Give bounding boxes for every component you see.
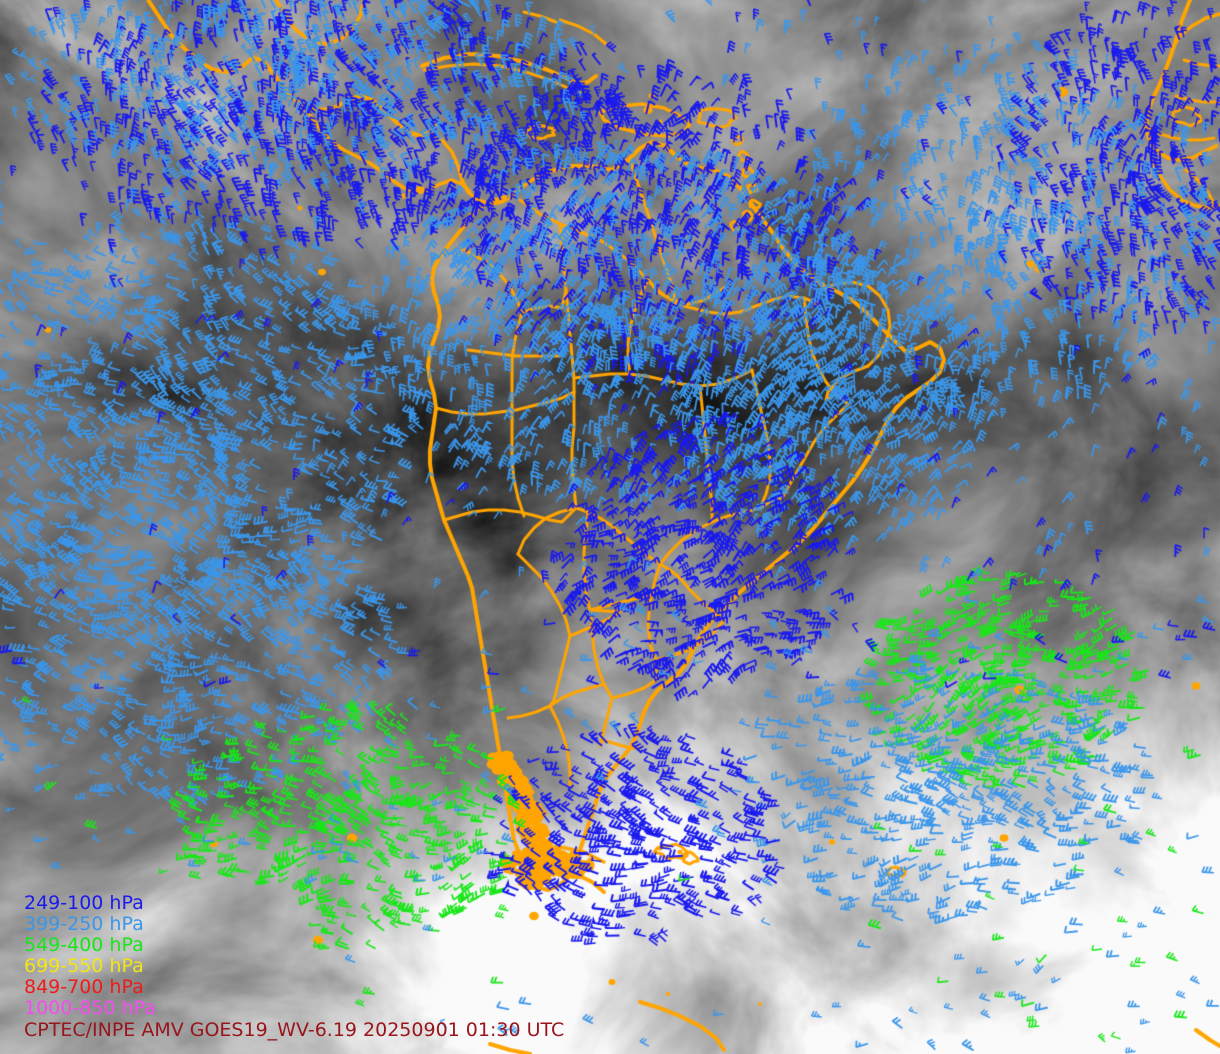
legend-row-549-400: 549-400 hPa — [24, 934, 144, 956]
legend-row-1000-850: 1000-850 hPa — [24, 997, 156, 1019]
legend-row-399-250: 399-250 hPa — [24, 913, 144, 935]
legend-row-249-100: 249-100 hPa — [24, 892, 144, 914]
pressure-level-legend: 249-100 hPa 399-250 hPa 549-400 hPa 699-… — [24, 893, 156, 1019]
legend-row-849-700: 849-700 hPa — [24, 976, 144, 998]
legend-row-699-550: 699-550 hPa — [24, 955, 144, 977]
product-caption: CPTEC/INPE AMV GOES19_WV-6.19 20250901 0… — [24, 1019, 565, 1041]
